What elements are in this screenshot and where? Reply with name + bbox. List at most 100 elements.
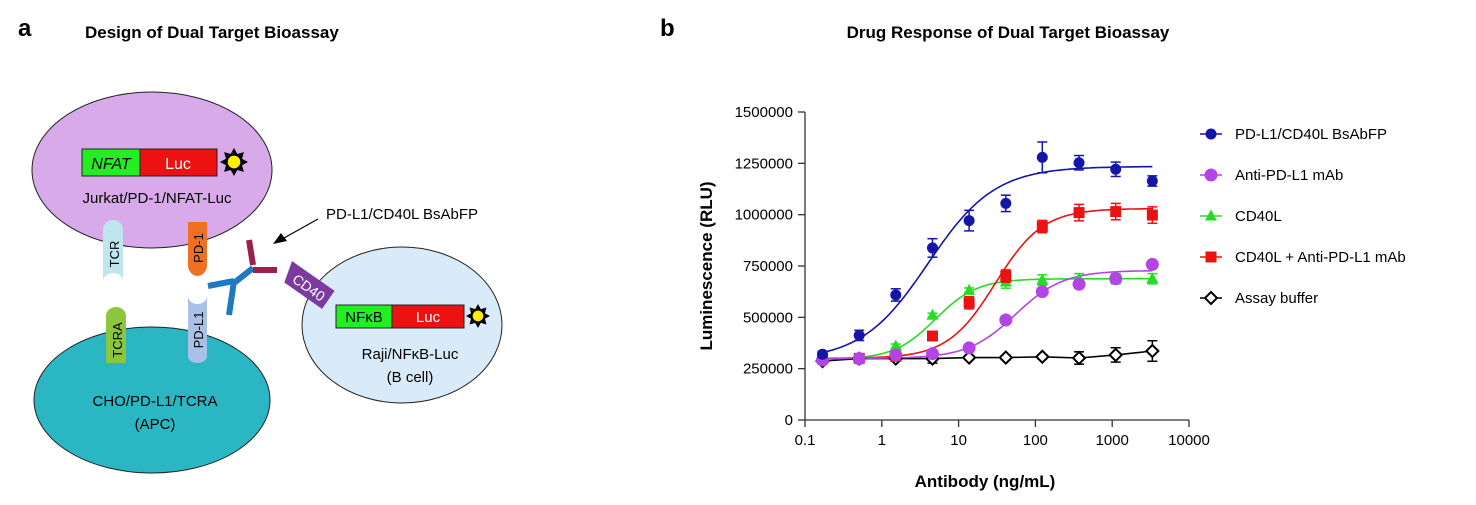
light-burst-icon (220, 148, 248, 176)
tcr-receptor (103, 220, 123, 281)
legend-marker (1205, 209, 1217, 221)
data-point (926, 237, 938, 258)
nfat-box (81, 148, 141, 177)
arrow-head-icon (273, 233, 287, 244)
point-marker (1145, 257, 1159, 271)
point-marker (926, 330, 938, 342)
y-tick-label: 500000 (743, 309, 793, 326)
y-axis-label: Luminescence (RLU) (697, 181, 716, 350)
point-marker (1034, 349, 1050, 365)
point-marker (1146, 175, 1158, 187)
point-marker (926, 242, 938, 254)
data-point (1108, 346, 1124, 363)
point-marker (1000, 270, 1012, 282)
fit-curve (822, 165, 1153, 354)
light-burst-icon (466, 304, 490, 328)
data-point (1109, 272, 1123, 286)
data-point (1145, 257, 1159, 271)
legend-label: Anti-PD-L1 mAb (1235, 167, 1343, 184)
legend: PD-L1/CD40L BsAbFP Anti-PD-L1 mAb CD40L CD4… (1200, 126, 1406, 307)
point-marker (1073, 207, 1085, 219)
data-point (1146, 175, 1158, 187)
data-point (1072, 277, 1086, 291)
panel-a-title: Design of Dual Target Bioassay (85, 23, 339, 42)
data-point (1144, 339, 1160, 363)
data-point (999, 313, 1013, 327)
data-point (926, 330, 938, 342)
pdl1-receptor (188, 296, 207, 363)
x-tick-label: 10000 (1168, 432, 1210, 449)
data-point (1146, 206, 1158, 225)
point-marker (1036, 221, 1048, 233)
data-point (1071, 350, 1087, 366)
luc-box (139, 148, 218, 177)
panel-b: b Drug Response of Dual Target Bioassay … (660, 15, 1406, 491)
point-marker (1035, 285, 1049, 299)
data-point (1110, 161, 1122, 178)
data-point (1073, 203, 1085, 222)
point-marker (1110, 163, 1122, 175)
panel-a-letter: a (18, 15, 32, 42)
x-tick-label: 0.1 (795, 432, 816, 449)
data-point (1036, 273, 1049, 286)
point-marker (1144, 343, 1160, 359)
antibody-label: PD-L1/CD40L BsAbFP (326, 206, 478, 223)
point-marker (1071, 350, 1087, 366)
legend-item: CD40L + Anti-PD-L1 mAb (1200, 249, 1406, 266)
pd1-label: PD-1 (191, 233, 206, 263)
nfat-label: NFAT (91, 156, 132, 173)
legend-label: Assay buffer (1235, 290, 1318, 307)
point-marker (962, 341, 976, 355)
fit-curve (822, 207, 1153, 360)
point-marker (963, 297, 975, 309)
point-marker (852, 352, 866, 366)
panel-b-title: Drug Response of Dual Target Bioassay (847, 23, 1170, 42)
tcr-label: TCR (107, 241, 122, 268)
data-point (1035, 285, 1049, 299)
point-marker (963, 283, 976, 295)
legend-label: CD40L (1235, 208, 1282, 225)
cho-cell (33, 326, 271, 474)
nfkb-label: NFκB (345, 309, 383, 326)
legend-marker (1204, 168, 1218, 182)
luc-box-raji (391, 304, 465, 329)
data-point (998, 350, 1014, 365)
point-marker (889, 339, 902, 351)
x-tick-label: 10 (950, 432, 967, 449)
luc-label-raji: Luc (416, 309, 441, 326)
point-marker (1000, 197, 1012, 209)
fit-curve (822, 270, 1153, 360)
data-points (815, 141, 1160, 369)
y-tick-label: 1000000 (735, 207, 793, 224)
data-point (1034, 349, 1050, 365)
fit-curves (822, 165, 1153, 362)
panel-b-letter: b (660, 15, 675, 42)
chart-axes: 0 250000 500000 750000 1000000 1250000 1500000… (735, 104, 1210, 449)
legend-marker (1203, 290, 1219, 306)
legend-marker (1205, 251, 1217, 263)
data-point (853, 329, 865, 342)
data-point (963, 209, 975, 232)
data-point (961, 350, 977, 365)
point-marker (1110, 206, 1122, 218)
data-point (1036, 219, 1048, 234)
point-marker (961, 350, 977, 365)
raji-label-line2: (B cell) (387, 369, 434, 386)
raji-label-line1: Raji/NFκB-Luc (362, 346, 459, 363)
x-tick-label: 1 (878, 432, 886, 449)
data-point (890, 288, 902, 302)
legend-label: PD-L1/CD40L BsAbFP (1235, 126, 1387, 143)
point-marker (890, 289, 902, 301)
point-marker (963, 215, 975, 227)
panel-a: a Design of Dual Target Bioassay NFAT Lu… (18, 15, 503, 474)
point-marker (998, 350, 1014, 365)
fit-curve (822, 277, 1153, 360)
data-point (1146, 272, 1159, 285)
point-marker (999, 313, 1013, 327)
point-marker (889, 348, 903, 362)
tcra-receptor (106, 307, 126, 363)
data-point (889, 339, 902, 351)
y-tick-label: 1250000 (735, 155, 793, 172)
data-point (1000, 269, 1012, 283)
legend-item: Anti-PD-L1 mAb (1200, 167, 1343, 184)
